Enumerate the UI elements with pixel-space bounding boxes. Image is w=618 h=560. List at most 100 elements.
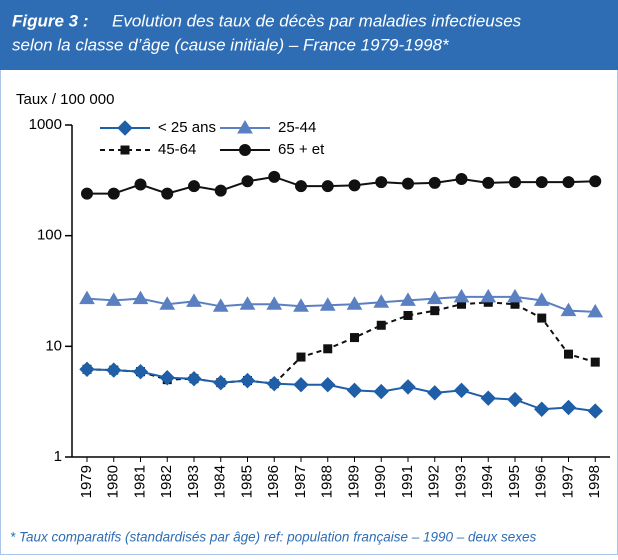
data-point bbox=[482, 176, 495, 189]
data-point bbox=[266, 375, 282, 392]
legend-marker bbox=[239, 144, 251, 156]
data-point bbox=[188, 180, 200, 193]
x-tick-label: 1990 bbox=[372, 465, 389, 498]
x-tick-label: 1992 bbox=[426, 465, 443, 498]
data-point bbox=[293, 377, 309, 393]
data-point bbox=[296, 352, 306, 362]
figure-label: Figure 3 : bbox=[12, 11, 89, 30]
data-point bbox=[105, 292, 122, 306]
data-point bbox=[239, 296, 256, 310]
data-point bbox=[323, 344, 333, 354]
data-point bbox=[426, 290, 443, 305]
data-point bbox=[186, 293, 202, 307]
data-point bbox=[402, 177, 414, 190]
data-point bbox=[428, 176, 441, 189]
x-tick-label: 1986 bbox=[265, 465, 282, 498]
data-point bbox=[186, 370, 202, 387]
data-point bbox=[107, 187, 120, 200]
chart-title: Evolution des taux de décès par maladies… bbox=[112, 11, 522, 30]
data-point bbox=[533, 292, 550, 306]
legend-label: 45-64 bbox=[158, 141, 196, 158]
legend-marker bbox=[117, 120, 133, 136]
legend-label: 65 + et bbox=[278, 141, 325, 158]
data-point bbox=[534, 401, 550, 417]
chart-title: selon la classe d’âge (cause initiale) –… bbox=[12, 35, 450, 54]
data-point bbox=[587, 303, 604, 318]
x-tick-label: 1996 bbox=[533, 465, 550, 498]
data-point bbox=[535, 176, 548, 189]
data-point bbox=[587, 403, 603, 419]
x-tick-label: 1979 bbox=[78, 465, 95, 498]
data-point bbox=[564, 349, 573, 359]
data-point bbox=[507, 288, 523, 303]
data-point bbox=[560, 302, 577, 317]
data-point bbox=[507, 391, 523, 408]
data-point bbox=[241, 175, 254, 188]
header bbox=[0, 0, 618, 70]
legend-label: 25-44 bbox=[278, 119, 316, 136]
data-point bbox=[319, 297, 336, 311]
data-point bbox=[214, 184, 227, 197]
x-tick-label: 1997 bbox=[559, 465, 576, 498]
data-point bbox=[455, 173, 468, 186]
data-point bbox=[453, 382, 470, 399]
x-tick-label: 1987 bbox=[292, 465, 309, 498]
data-point bbox=[509, 176, 521, 189]
data-point bbox=[346, 382, 363, 399]
data-point bbox=[106, 362, 122, 378]
data-point bbox=[239, 372, 256, 389]
data-point bbox=[268, 170, 281, 183]
data-point bbox=[295, 180, 307, 193]
y-tick-label: 10 bbox=[45, 337, 62, 354]
data-point bbox=[590, 357, 600, 367]
data-point bbox=[132, 290, 149, 305]
data-point bbox=[159, 296, 176, 310]
data-point bbox=[79, 361, 95, 378]
data-point bbox=[427, 385, 443, 401]
data-point bbox=[321, 180, 334, 193]
data-point bbox=[266, 296, 283, 310]
data-point bbox=[161, 187, 174, 200]
data-point bbox=[320, 377, 336, 393]
data-point bbox=[346, 296, 363, 310]
data-point bbox=[350, 333, 359, 343]
data-point bbox=[400, 292, 416, 306]
x-tick-label: 1988 bbox=[319, 465, 336, 498]
data-point bbox=[79, 290, 95, 305]
x-tick-label: 1985 bbox=[238, 465, 255, 498]
data-point bbox=[589, 175, 602, 188]
x-tick-label: 1993 bbox=[452, 465, 469, 498]
data-point bbox=[373, 294, 390, 308]
y-axis-label: Taux / 100 000 bbox=[16, 91, 114, 108]
data-point bbox=[376, 320, 386, 330]
data-point bbox=[159, 370, 175, 386]
x-tick-label: 1982 bbox=[158, 465, 175, 498]
data-point bbox=[537, 313, 547, 323]
data-point bbox=[81, 187, 93, 200]
data-point bbox=[373, 383, 389, 400]
data-point bbox=[348, 179, 361, 192]
data-point bbox=[375, 176, 388, 189]
x-tick-label: 1998 bbox=[586, 465, 603, 498]
x-tick-label: 1984 bbox=[212, 465, 229, 498]
footnote: * Taux comparatifs (standardisés par âge… bbox=[10, 530, 537, 545]
data-point bbox=[403, 310, 413, 320]
data-point bbox=[213, 374, 229, 391]
data-point bbox=[562, 176, 575, 189]
legend-marker bbox=[237, 120, 253, 134]
x-tick-label: 1980 bbox=[105, 465, 122, 498]
x-tick-label: 1991 bbox=[399, 465, 416, 498]
legend-marker bbox=[120, 145, 130, 155]
data-point bbox=[134, 178, 147, 191]
x-tick-label: 1989 bbox=[345, 465, 362, 498]
x-tick-label: 1994 bbox=[479, 465, 496, 498]
data-point bbox=[560, 399, 577, 416]
data-point bbox=[212, 298, 229, 312]
data-point bbox=[400, 379, 416, 395]
data-point bbox=[132, 363, 149, 380]
data-point bbox=[480, 390, 496, 406]
y-tick-label: 1 bbox=[54, 448, 62, 465]
x-tick-label: 1981 bbox=[131, 465, 148, 498]
